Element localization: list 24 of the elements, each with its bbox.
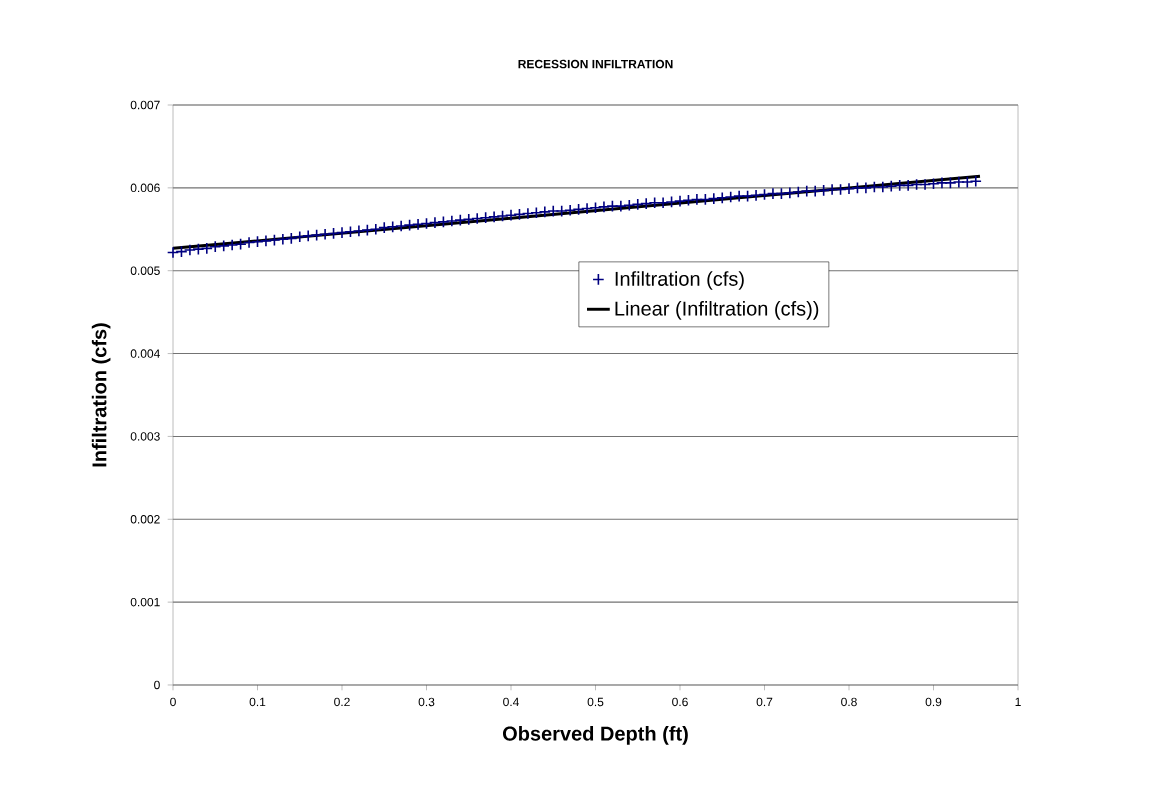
y-tick-label: 0.006 [130, 183, 160, 193]
y-tick-label: 0.002 [130, 515, 160, 524]
x-axis-title: Observed Depth (ft) [502, 726, 688, 745]
x-tick-label: 0.6 [672, 697, 688, 707]
y-tick-label: 0.003 [130, 432, 160, 441]
y-tick-label: 0.001 [130, 597, 160, 607]
x-tick-label: 0.7 [756, 697, 773, 707]
x-tick-label: 0.8 [841, 697, 857, 707]
x-tick-label: 0.4 [503, 697, 519, 707]
x-tick-label: 0.9 [925, 697, 942, 707]
x-tick-label: 0 [170, 697, 176, 707]
x-tick-label: 0.5 [587, 697, 604, 707]
x-tick-label: 0.1 [249, 697, 266, 707]
x-tick-label: 0.2 [334, 697, 350, 707]
x-tick-label: 1 [1015, 697, 1021, 706]
y-tick-label: 0.007 [130, 100, 160, 110]
y-axis-title: Infiltration (cfs) [91, 323, 111, 467]
y-tick-label: 0.004 [130, 349, 160, 358]
legend-label: Infiltration (cfs) [615, 271, 744, 290]
x-tick-label: 0.3 [418, 697, 435, 707]
y-tick-label: 0.005 [130, 266, 160, 275]
chart-title: RECESSION INFILTRATION [518, 59, 673, 69]
legend-label: Linear (Infiltration (cfs)) [615, 301, 819, 320]
y-tick-label: 0 [154, 680, 160, 690]
